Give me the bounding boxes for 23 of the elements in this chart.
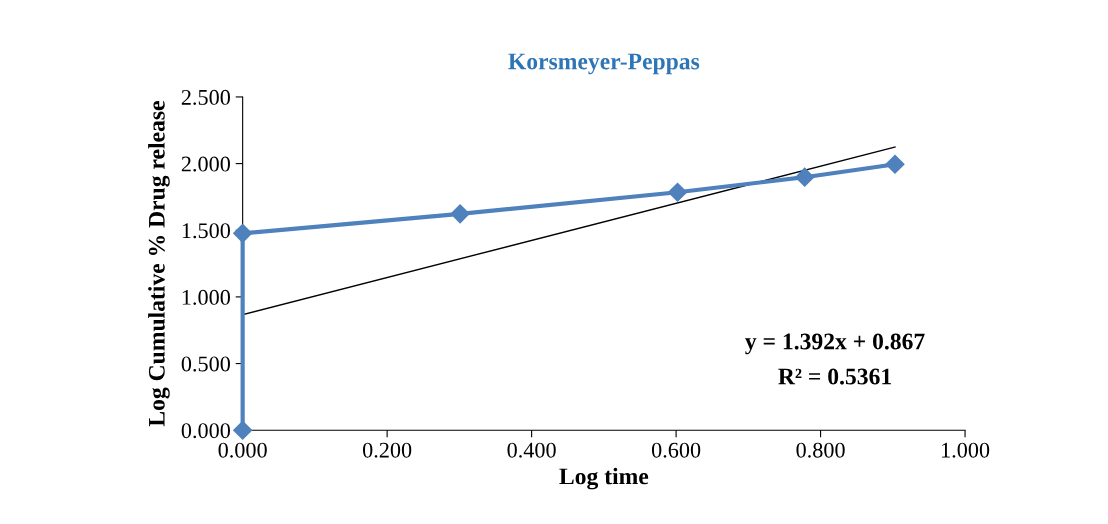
- y-axis-title: Log Cumulative % Drug release: [148, 101, 170, 427]
- y-tick-label: 2.500: [181, 89, 230, 105]
- point: [795, 167, 815, 187]
- point: [885, 154, 905, 174]
- x-tick-label: 0.200: [362, 442, 412, 458]
- x-tick-label: 1.000: [942, 442, 990, 458]
- x-tick-label: 0.000: [218, 442, 267, 458]
- annotation: y = 1.392x + 0.867: [745, 333, 925, 355]
- x-tick-label: 0.600: [651, 442, 701, 458]
- point: [668, 182, 688, 202]
- chart-title: Korsmeyer-Peppas: [508, 53, 700, 75]
- y-tick-label: 2.000: [181, 156, 230, 172]
- point: [233, 223, 253, 243]
- x-tick-label: 0.800: [796, 442, 845, 458]
- y-tick-label: 1.000: [182, 289, 230, 305]
- y-tick-label: 1.500: [182, 223, 230, 239]
- y-tick-label: 0.000: [181, 423, 230, 439]
- x-tick-label: 0.400: [507, 442, 556, 458]
- x-axis-title: Log time: [559, 467, 649, 490]
- y-tick-label: 0.500: [181, 356, 230, 372]
- point: [233, 420, 253, 440]
- point: [450, 204, 470, 224]
- annotation: R² = 0.5361: [778, 368, 891, 385]
